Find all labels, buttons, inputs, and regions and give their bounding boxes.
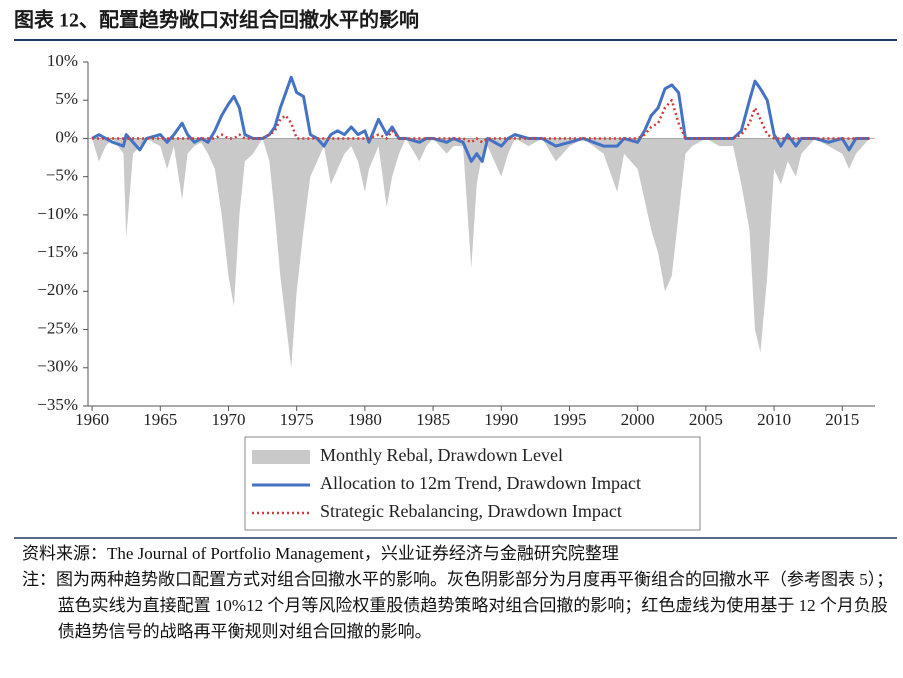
legend-label: Allocation to 12m Trend, Drawdown Impact [320,473,641,493]
y-tick-label: −10% [37,204,78,223]
x-tick-label: 2010 [757,410,791,429]
dotted-line [92,98,870,144]
note: 注：图为两种趋势敞口配置方式对组合回撤水平的影响。灰色阴影部分为月度再平衡组合的… [22,570,894,641]
y-tick-label: 5% [55,89,78,108]
x-tick-label: 1975 [280,410,314,429]
y-tick-label: −5% [46,166,78,185]
legend-label: Strategic Rebalancing, Drawdown Impact [320,501,622,521]
legend-label: Monthly Rebal, Drawdown Level [320,445,563,465]
y-tick-label: −35% [37,395,78,414]
legend-box [244,436,701,531]
y-tick-label: −30% [37,357,78,376]
notes: 资料来源：The Journal of Portfolio Management… [22,541,894,645]
x-tick-label: 1970 [211,410,245,429]
x-tick-label: 1965 [143,410,177,429]
y-tick-label: −15% [37,242,78,261]
y-tick-label: −25% [37,318,78,337]
x-tick-label: 2005 [689,410,723,429]
chart-title: 图表 12、配置趋势敞口对组合回撤水平的影响 [14,8,419,32]
x-tick-label: 1995 [552,410,586,429]
y-tick-label: −20% [37,280,78,299]
x-tick-label: 2000 [621,410,655,429]
x-tick-label: 1990 [484,410,518,429]
y-tick-label: 10% [47,51,78,70]
legend-swatch [252,450,310,464]
x-tick-label: 2015 [825,410,859,429]
source: 资料来源：The Journal of Portfolio Management… [22,544,619,563]
drawdown-area [92,138,870,368]
y-tick-label: 0% [55,127,78,146]
x-tick-label: 1980 [348,410,382,429]
chart: 图表 12、配置趋势敞口对组合回撤水平的影响 10% 5% 0% −5% −10% −15… [14,8,897,539]
x-tick-label: 1985 [416,410,450,429]
x-tick-label: 1960 [75,410,109,429]
